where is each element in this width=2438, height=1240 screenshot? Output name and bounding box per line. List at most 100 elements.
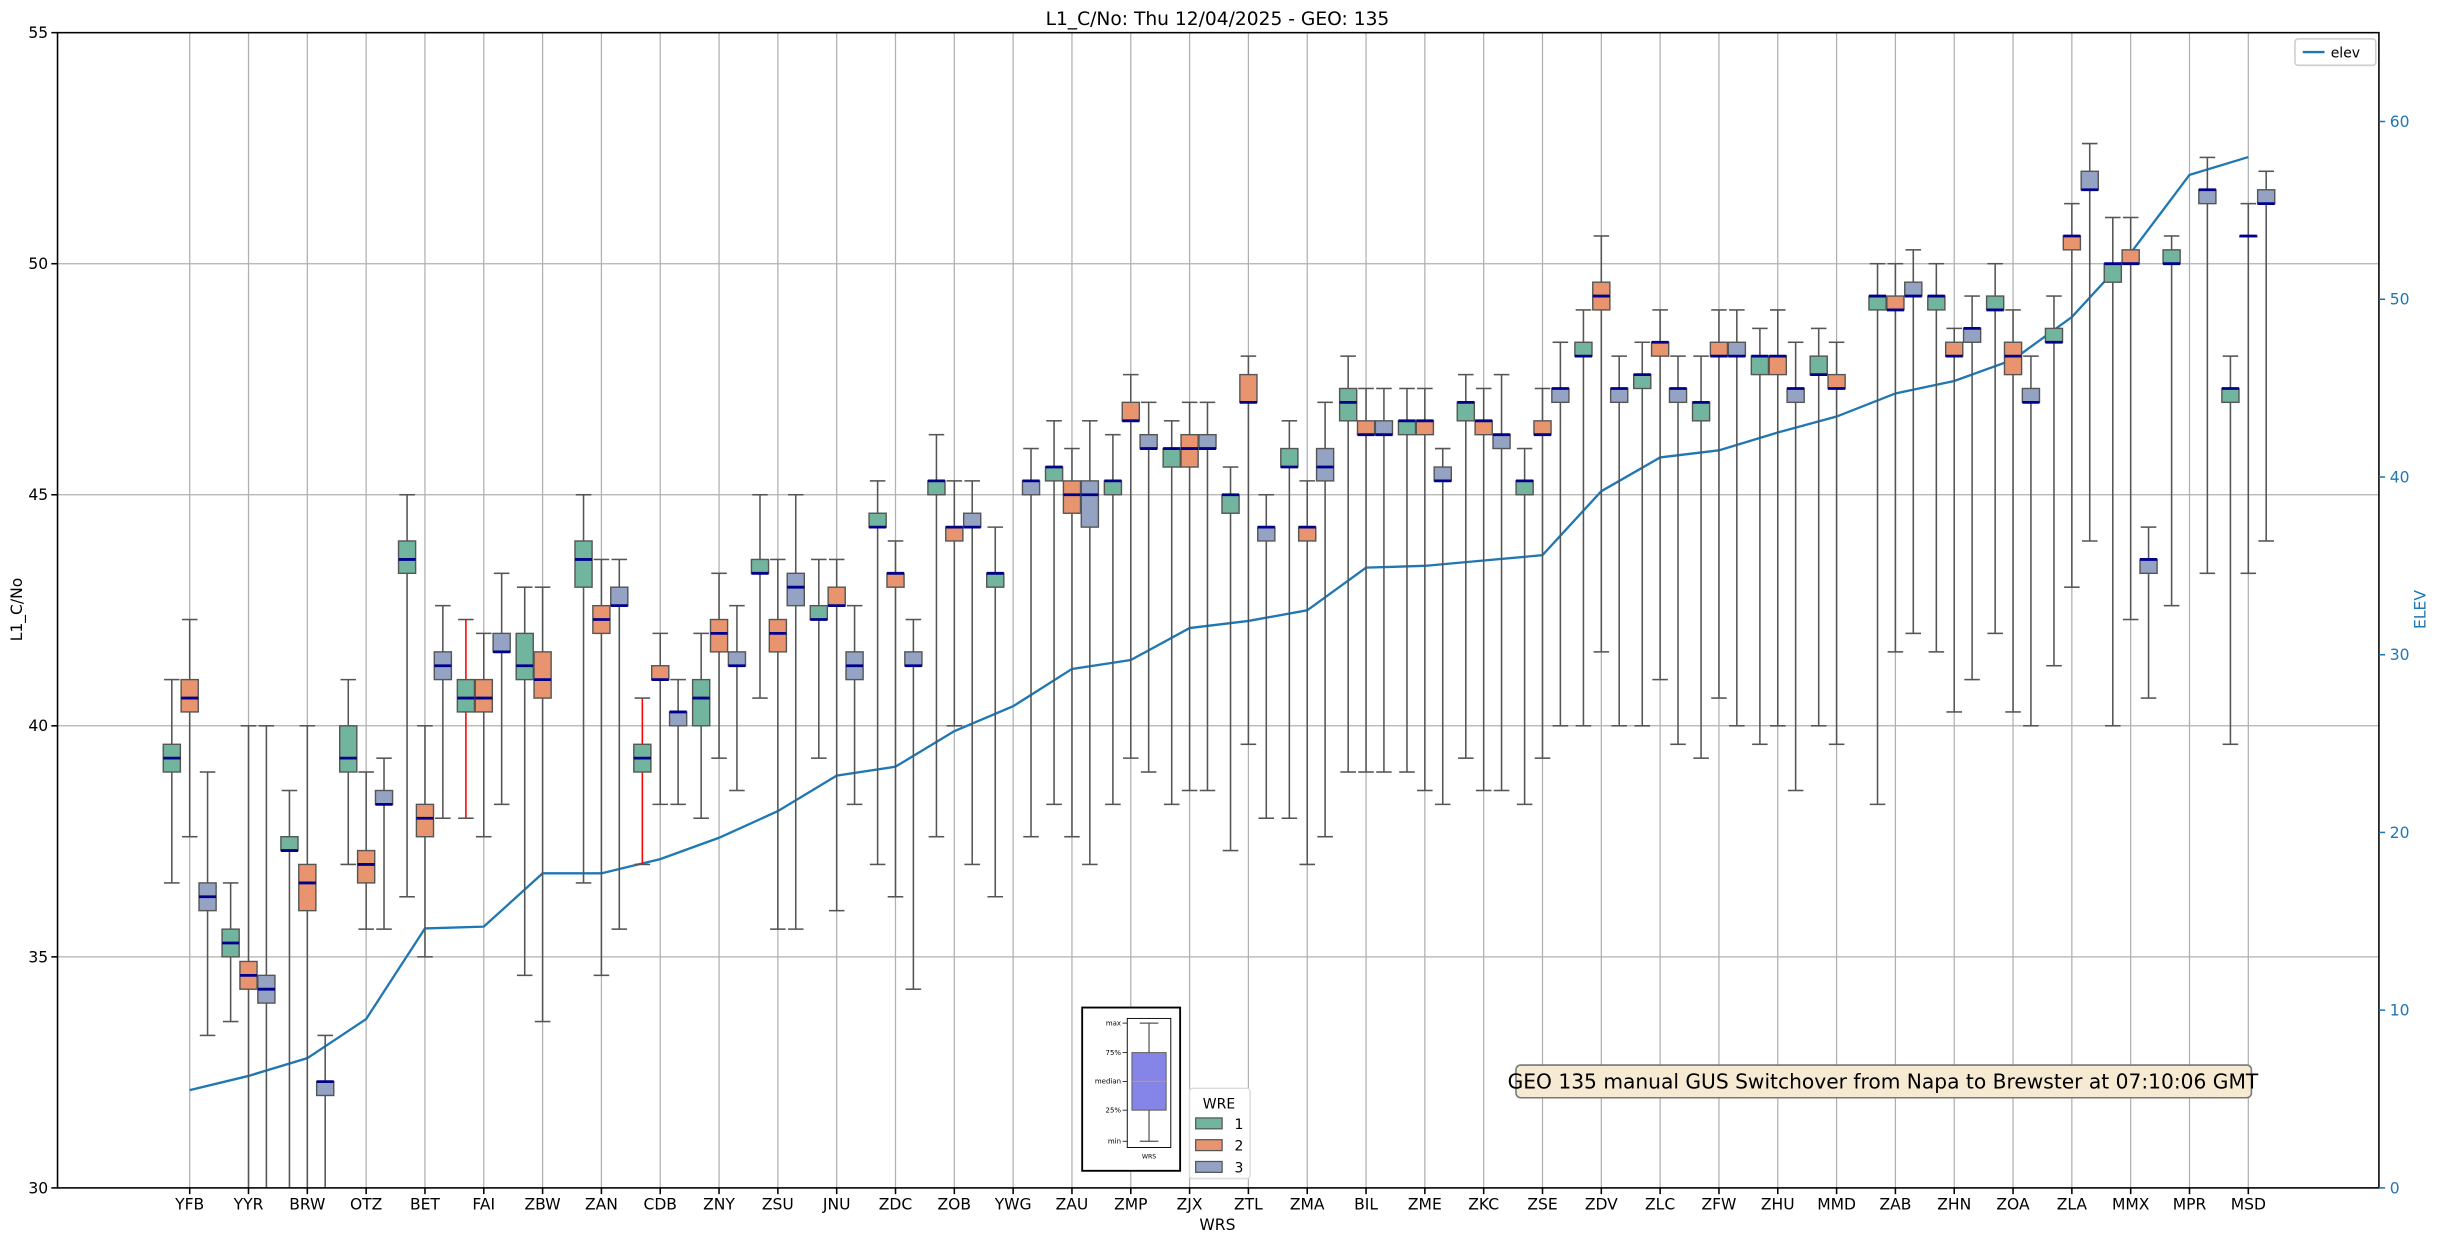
box-ZOB-wre-1: [927, 433, 946, 838]
box-ZTL-wre-2: [1239, 355, 1258, 746]
box-iqr: [962, 512, 982, 528]
box-BIL-wre-3: [1374, 387, 1394, 773]
box-ZMA-wre-1: [1280, 420, 1299, 820]
x-tick-label: ZSU: [762, 1196, 794, 1214]
box-iqr: [1809, 355, 1828, 376]
box-iqr: [1221, 494, 1240, 514]
box-ZAU-wre-2: [1062, 447, 1082, 838]
box-ZMA-wre-2: [1297, 480, 1317, 866]
box-ZNY-wre-3: [727, 604, 747, 792]
box-ZDV-wre-2: [1592, 235, 1611, 653]
box-iqr: [456, 678, 476, 713]
box-ZHN-wre-2: [1944, 327, 1964, 713]
box-iqr: [1668, 387, 1688, 404]
box-ZSU-wre-2: [768, 558, 788, 930]
box-iqr: [1139, 433, 1158, 450]
x-tick-label: ZJX: [1177, 1196, 1203, 1214]
box-iqr: [2021, 387, 2041, 404]
box-ZHU-wre-3: [1786, 341, 1805, 792]
y2-tick-label: 30: [2390, 646, 2410, 664]
box-iqr: [1239, 373, 1258, 404]
x-tick-label: MPR: [2173, 1196, 2207, 1214]
box-iqr: [1985, 295, 2005, 311]
x-tick-label: ZNY: [703, 1196, 735, 1214]
x-tick-label: JNU: [822, 1196, 851, 1214]
box-ZJX-wre-2: [1180, 401, 1199, 792]
box-ZOA-wre-3: [2021, 355, 2041, 727]
box-ZBW-wre-1: [515, 586, 534, 977]
box-ZHN-wre-3: [1962, 295, 1982, 681]
y2-tick-label: 0: [2390, 1179, 2400, 1197]
box-ZSE-wre-3: [1551, 341, 1570, 727]
box-iqr: [750, 558, 770, 575]
x-tick-label: ZOB: [938, 1196, 972, 1214]
box-iqr: [709, 618, 729, 653]
x-tick-label: BRW: [289, 1196, 325, 1214]
y-axis-left: 30 35 40 45 50 55: [28, 24, 58, 1197]
box-BIL-wre-2: [1356, 387, 1376, 773]
box-ZLA-wre-3: [2080, 142, 2099, 542]
box-BET-wre-1: [397, 493, 417, 898]
box-ZLA-wre-1: [2044, 295, 2064, 667]
box-BRW-wre-3: [315, 1034, 335, 1188]
box-ZOA-wre-1: [1985, 262, 2005, 635]
box-ZAN-wre-3: [610, 558, 629, 930]
box-YYR-wre-1: [221, 882, 240, 1023]
x-tick-label: ZHN: [1937, 1196, 1971, 1214]
y-axis-label: L1_C/No: [8, 578, 27, 642]
box-CDB-wre-3: [668, 678, 688, 806]
box-ZOB-wre-3: [962, 480, 982, 866]
box-MPR-wre-3: [2198, 156, 2217, 575]
box-iqr: [180, 678, 199, 713]
box-iqr: [650, 665, 670, 681]
y2-tick-label: 50: [2390, 291, 2410, 309]
wre-legend: WRE 1 2 3: [1188, 1087, 1251, 1180]
x-tick-label: MMD: [1817, 1196, 1856, 1214]
box-ZKC-wre-3: [1492, 373, 1511, 792]
box-iqr: [1080, 480, 1100, 528]
box-ZLC-wre-2: [1650, 309, 1670, 681]
box-iqr: [1356, 420, 1376, 436]
legend-label-3: 3: [1235, 1160, 1244, 1176]
box-iqr: [339, 725, 358, 773]
box-ZDV-wre-1: [1574, 309, 1593, 727]
x-tick-label: ZLC: [1645, 1196, 1675, 1214]
box-iqr: [986, 572, 1005, 588]
box-iqr: [1492, 433, 1511, 450]
x-axis-label: WRS: [1199, 1216, 1235, 1234]
box-FAI-wre-1: [456, 618, 476, 820]
box-iqr: [1609, 387, 1629, 404]
box-ZNY-wre-1: [691, 632, 711, 820]
legend-label-2: 2: [1235, 1139, 1244, 1155]
x-tick-label: ZFW: [1701, 1196, 1736, 1214]
x-tick-label: ZDV: [1585, 1196, 1618, 1214]
x-tick-label: MMX: [2112, 1196, 2150, 1214]
box-ZDC-wre-1: [868, 480, 887, 866]
y-tick-label: 40: [28, 717, 48, 735]
box-MSD-wre-1: [2221, 355, 2240, 746]
x-tick-label: ZAN: [585, 1196, 618, 1214]
box-iqr: [280, 836, 299, 852]
box-MMX-wre-2: [2121, 216, 2140, 621]
box-ZMP-wre-3: [1139, 401, 1158, 773]
box-ZLC-wre-1: [1633, 341, 1652, 727]
y-tick-label: 45: [28, 486, 48, 504]
inset-label: max: [1106, 1019, 1121, 1027]
box-ZDC-wre-2: [886, 540, 905, 898]
box-iqr: [1121, 401, 1141, 422]
box-ZAB-wre-1: [1868, 262, 1887, 806]
x-tick-label: ZBW: [525, 1196, 561, 1214]
box-iqr: [1533, 420, 1552, 436]
x-tick-label: YWG: [994, 1196, 1032, 1214]
y2-tick-label: 10: [2390, 1002, 2410, 1020]
box-ZLC-wre-3: [1668, 355, 1688, 746]
box-YFB-wre-1: [162, 678, 182, 884]
box-iqr: [1515, 480, 1534, 496]
box-ZMP-wre-1: [1103, 433, 1123, 806]
annotation-text: GEO 135 manual GUS Switchover from Napa …: [1508, 1069, 2259, 1093]
box-iqr: [1727, 341, 1747, 357]
box-ZLA-wre-2: [2062, 202, 2082, 588]
box-YFB-wre-3: [198, 771, 217, 1037]
box-ZTL-wre-1: [1221, 466, 1240, 852]
box-iqr: [474, 678, 494, 713]
